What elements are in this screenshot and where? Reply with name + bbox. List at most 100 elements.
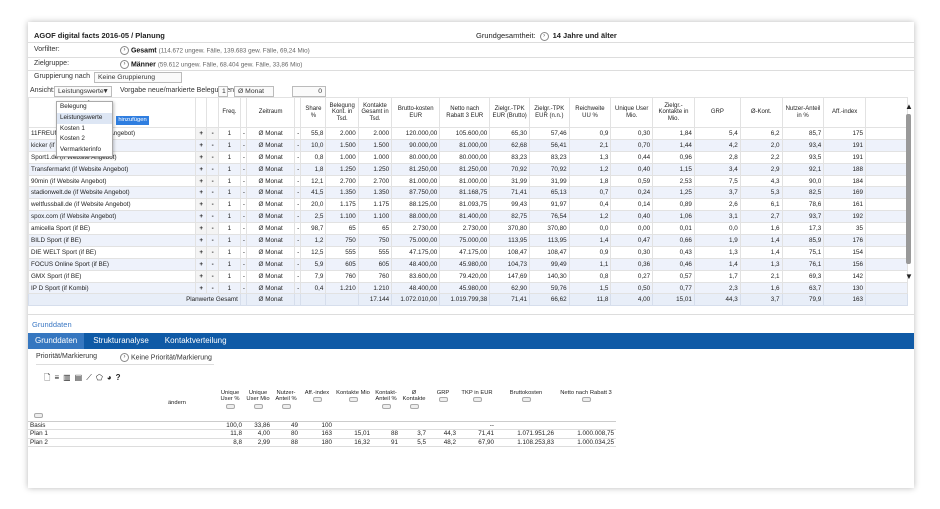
row-name[interactable]: stadionwelt.de (if Website Angebot) [27,186,197,200]
cell-value[interactable]: 1.250 [325,162,359,176]
table-row[interactable]: spox.com (if Website Angebot) + -1- Ø Monat… [27,210,908,224]
table-row[interactable]: FOCUS Online Sport (if BE) + -1- Ø Monat -5,… [27,257,908,271]
cell-value[interactable]: 55,8 [300,127,327,140]
add-contact-button[interactable]: + [194,257,208,271]
chevron-down-icon[interactable] [581,397,591,403]
add-contact-button[interactable]: + [194,162,208,176]
bar-chart-icon[interactable]: ▥ [63,373,71,382]
zeitraum-select[interactable]: Ø Monat [246,281,296,295]
zeitraum-select[interactable]: Ø Monat [246,138,296,152]
freq-input[interactable]: 1 [217,269,241,283]
row-name[interactable]: GMX Sport (if BE) [27,269,197,283]
remove-contact-button[interactable]: - [206,186,219,200]
cell-value[interactable]: 0,8 [300,150,327,164]
freq-input[interactable]: 1 [217,150,241,164]
freq-input[interactable]: 1 [217,198,241,212]
cell-value[interactable]: 1.000 [325,150,359,164]
table-row[interactable]: IP D Sport (if Kombi) + -1- Ø Monat -0,4 1.21… [27,281,908,295]
dropdown-item[interactable]: Kosten 2 [60,135,85,143]
chevron-down-icon[interactable] [348,397,358,403]
chevron-right-icon[interactable]: › [120,60,129,69]
dropdown-item[interactable]: Leistungswerte [57,112,112,124]
chevron-down-icon[interactable] [281,403,291,409]
cell-value[interactable]: 2.700 [325,174,359,188]
freq-input[interactable]: 1 [217,257,241,271]
zeitraum-select[interactable]: Ø Monat [246,222,296,236]
cell-value[interactable]: 1.175 [325,198,359,212]
cell-value[interactable]: 2.000 [325,127,359,140]
zeitraum-select[interactable]: Ø Monat [246,150,296,164]
cell-value[interactable]: 2,5 [300,210,327,224]
pie-chart-icon[interactable]: ◕ [106,373,112,382]
chevron-down-icon[interactable] [225,403,235,409]
row-name[interactable]: spox.com (if Website Angebot) [27,210,197,224]
freq-input[interactable]: 1 [217,210,241,224]
freq-input[interactable]: 1 [217,186,241,200]
scrollbar-thumb[interactable] [906,114,911,264]
ansicht-select[interactable]: Leistungswerte ▼ [54,86,112,97]
vorgabe-freq-input[interactable]: 1 [218,86,228,97]
tab-kontaktverteilung[interactable]: Kontaktverteilung [164,336,227,345]
col-header[interactable]: Zeitraum [246,97,296,128]
zeitraum-select[interactable]: Ø Monat [246,210,296,224]
add-contact-button[interactable]: + [194,150,208,164]
cell-value[interactable]: 1,8 [300,162,327,176]
cell-value[interactable]: 5,9 [300,257,327,271]
chevron-down-icon[interactable] [438,397,448,403]
remove-contact-button[interactable]: - [206,281,219,295]
cell-value[interactable]: 10,0 [300,138,327,152]
cell-value[interactable]: 98,7 [300,222,327,236]
add-contact-button[interactable]: + [194,245,208,259]
row-name[interactable]: DIE WELT Sport (if BE) [27,245,197,259]
help-icon[interactable]: ? [115,373,121,382]
col-header[interactable]: Kontakte Gesamt in Tsd. [357,97,393,128]
freq-input[interactable]: 1 [217,138,241,152]
row-name[interactable]: amicella Sport (if BE) [27,222,197,236]
table-row[interactable]: Transfermarkt (if Website Angebot) + -1- Ø … [27,162,908,176]
row-name[interactable]: FOCUS Online Sport (if BE) [27,257,197,271]
cell-value[interactable]: 1.500 [325,138,359,152]
cell-value[interactable]: 1.350 [325,186,359,200]
add-contact-button[interactable]: + [194,234,208,247]
freq-input[interactable]: 1 [217,174,241,188]
row-name[interactable]: 90min (if Website Angebot) [27,174,197,188]
cell-value[interactable]: 750 [325,234,359,247]
add-contact-button[interactable]: + [194,210,208,224]
cell-value[interactable]: 12,1 [300,174,327,188]
col-header[interactable]: Ø-Kont. [739,97,783,128]
freq-input[interactable]: 1 [217,222,241,236]
cell-value[interactable]: 1,2 [300,234,327,247]
table-row[interactable]: 11FREUNDE.de (if Website Angebot)+-1-Ø M… [27,127,908,140]
cell-value[interactable]: 65 [325,222,359,236]
col-header[interactable]: Zielgr.-TPK EUR (n.n.) [528,97,570,128]
remove-contact-button[interactable]: - [206,210,219,224]
table-row[interactable]: kicker (if Website Angebot)+-1-Ø Monat-1… [27,138,908,152]
document-icon[interactable]: 🗋 [44,373,51,382]
zeitraum-select[interactable]: Ø Monat [246,269,296,283]
remove-contact-button[interactable]: - [206,127,219,140]
cell-value[interactable]: 20,0 [300,198,327,212]
row-name[interactable]: Transfermarkt (if Website Angebot) [27,162,197,176]
chevron-right-icon[interactable]: › [120,46,129,55]
zeitraum-select[interactable]: Ø Monat [246,257,296,271]
cell-value[interactable]: 7,9 [300,269,327,283]
cell-value[interactable]: 0,4 [300,281,327,295]
freq-input[interactable]: 1 [217,245,241,259]
add-contact-button[interactable]: + [194,127,208,140]
cell-value[interactable]: 555 [325,245,359,259]
col-header[interactable]: Zielgr.-Kontakte in Mio. [652,97,695,128]
col-header[interactable]: Aff.-index [823,97,867,128]
remove-contact-button[interactable]: - [206,138,219,152]
col-header[interactable]: GRP [693,97,741,128]
col-header[interactable]: Reichweite UU % [568,97,612,128]
col-header[interactable]: Zielgr.-TPK EUR (Brutto) [489,97,530,128]
zeitraum-select[interactable]: Ø Monat [246,245,296,259]
tab-strukturanalyse[interactable]: Strukturanalyse [93,336,149,345]
add-contact-button[interactable]: + [194,281,208,295]
chevron-down-icon[interactable] [472,397,482,403]
column-chart-icon[interactable]: ▤ [74,373,83,382]
row-name[interactable]: BILD Sport (if BE) [27,234,197,247]
pentagon-icon[interactable]: ⬠ [95,373,103,382]
dropdown-item[interactable]: Kosten 1 [60,124,85,132]
add-contact-button[interactable]: + [194,269,208,283]
